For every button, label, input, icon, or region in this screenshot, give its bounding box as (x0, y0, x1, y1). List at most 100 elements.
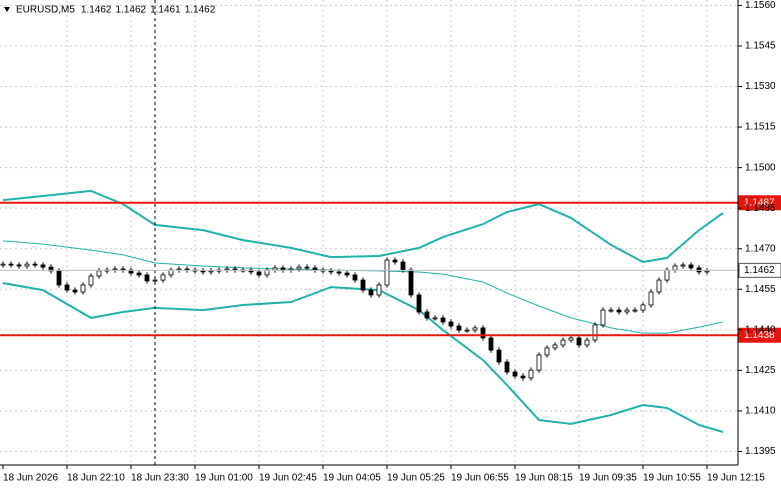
candle-body (312, 267, 318, 271)
candle-body (464, 329, 470, 332)
candle-body (152, 279, 158, 282)
level-box (738, 327, 781, 343)
candle-body (32, 263, 38, 266)
candle-body (496, 349, 502, 363)
candle-body (568, 337, 574, 341)
candle-body (504, 361, 510, 373)
x-tick-label: 19 Jun 12:15 (707, 473, 765, 484)
candle-body (640, 304, 646, 311)
candle-body (328, 270, 334, 273)
y-tick-label: 1.1470 (745, 243, 776, 254)
level-box (738, 195, 781, 211)
header-price: 1.1461 (150, 5, 181, 16)
candle-body (456, 325, 462, 331)
candle-body (416, 294, 422, 313)
candle-body (512, 371, 518, 377)
candle-body (600, 309, 606, 326)
candle-body (384, 259, 390, 286)
y-tick-label: 1.1545 (745, 41, 776, 52)
candle-body (64, 284, 70, 291)
y-tick-label: 1.1560 (745, 0, 776, 11)
candle-body (472, 327, 478, 331)
candle-body (208, 270, 214, 273)
candle-body (96, 270, 102, 277)
candle-body (376, 284, 382, 296)
x-tick-label: 19 Jun 08:15 (515, 473, 573, 484)
candle-body (16, 264, 22, 267)
menu-arrow[interactable] (4, 7, 10, 12)
last-price-box (738, 262, 781, 278)
candle-body (480, 327, 486, 339)
candle-body (648, 291, 654, 306)
y-tick-label: 1.1515 (745, 122, 776, 133)
candle-body (624, 309, 630, 313)
candle-body (592, 324, 598, 341)
candle-body (392, 259, 398, 263)
candle-body (520, 375, 526, 379)
header: EURUSD,M5 1.1462 1.1462 1.1461 1.1462 (16, 5, 216, 16)
candle-body (672, 265, 678, 271)
x-tick-label: 19 Jun 04:05 (323, 473, 381, 484)
candle-body (80, 284, 86, 293)
candle-body (72, 289, 78, 293)
candle-body (368, 289, 374, 296)
candle-body (352, 274, 358, 281)
candle-body (144, 274, 150, 282)
candle-body (664, 269, 670, 281)
candle-body (488, 337, 494, 351)
x-tick-label: 19 Jun 05:25 (387, 473, 445, 484)
header-price: 1.1462 (116, 5, 147, 16)
candle-body (408, 269, 414, 296)
x-tick-label: 18 Jun 2026 (3, 473, 58, 484)
candle-body (136, 272, 142, 276)
y-tick-label: 1.1395 (745, 446, 776, 457)
candle-body (360, 279, 366, 291)
candle-body (24, 263, 30, 267)
candle-body (400, 261, 406, 271)
header-price: 1.1462 (185, 5, 216, 16)
grid (0, 0, 738, 465)
x-tick-label: 19 Jun 02:45 (259, 473, 317, 484)
candle-body (296, 266, 302, 270)
candle-body (688, 264, 694, 269)
level-label: 1.1438 (744, 330, 775, 341)
symbol: EURUSD,M5 (16, 5, 75, 16)
candle-body (160, 274, 166, 281)
x-tick-label: 19 Jun 06:55 (451, 473, 509, 484)
candle-body (576, 337, 582, 346)
y-tick-label: 1.1500 (745, 162, 776, 173)
candle-body (48, 266, 54, 272)
candle-body (704, 270, 710, 273)
candle-body (448, 321, 454, 327)
y-tick-label: 1.1410 (745, 406, 776, 417)
candle-body (632, 309, 638, 312)
y-tick-label: 1.1440 (745, 324, 776, 335)
y-tick-label: 1.1425 (745, 365, 776, 376)
candle-body (608, 309, 614, 312)
candle-body (0, 263, 6, 266)
candle-body (656, 279, 662, 293)
candle-body (432, 317, 438, 320)
candle-body (40, 264, 46, 268)
candle-body (200, 270, 206, 273)
x-tick-label: 19 Jun 01:00 (195, 473, 253, 484)
y-tick-label: 1.1455 (745, 284, 776, 295)
candle-body (88, 275, 94, 286)
candle-body (616, 309, 622, 313)
candle-body (272, 267, 278, 271)
band-line (2, 189, 724, 264)
x-tick-label: 19 Jun 10:55 (643, 473, 701, 484)
x-tick-label: 19 Jun 09:35 (579, 473, 637, 484)
x-tick-label: 18 Jun 23:30 (131, 473, 189, 484)
candle-body (280, 267, 286, 271)
level-label: 1.1487 (744, 197, 775, 208)
candle-body (8, 263, 14, 266)
header-price: 1.1462 (81, 5, 112, 16)
y-tick-label: 1.1485 (745, 203, 776, 214)
x-tick-label: 18 Jun 22:10 (67, 473, 125, 484)
levels: 1.1462 1.1487 1.1438 (0, 195, 781, 343)
last-price-label: 1.1462 (744, 265, 775, 276)
